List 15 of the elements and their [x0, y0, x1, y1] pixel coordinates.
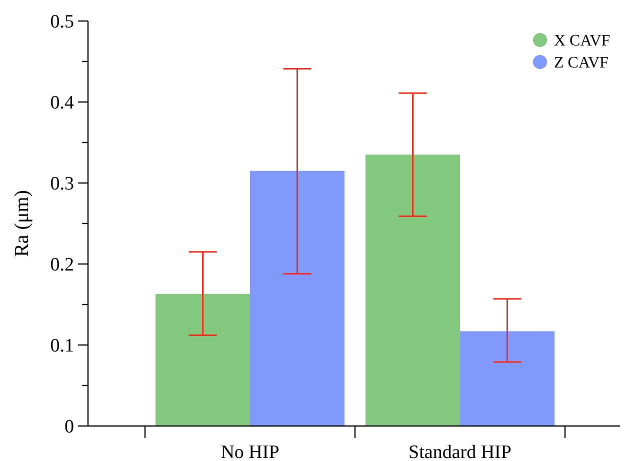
y-tick-label: 0.5	[50, 12, 74, 33]
legend-label: X CAVF	[554, 32, 610, 50]
y-tick-label: 0.4	[50, 92, 74, 114]
bar	[250, 170, 344, 426]
y-tick-label: 0.2	[50, 254, 74, 276]
y-axis-title: Ra (μm)	[11, 190, 33, 257]
bar	[366, 154, 460, 426]
y-tick-label: 0.1	[50, 336, 74, 357]
y-tick-label: 0	[64, 416, 74, 438]
x-tick-label: No HIP	[220, 442, 280, 461]
legend-label: Z CAVF	[554, 54, 608, 72]
bar	[460, 331, 554, 426]
y-tick-label: 0.3	[50, 174, 74, 195]
x-tick-label: Standard HIP	[408, 442, 512, 461]
bar	[156, 294, 250, 426]
